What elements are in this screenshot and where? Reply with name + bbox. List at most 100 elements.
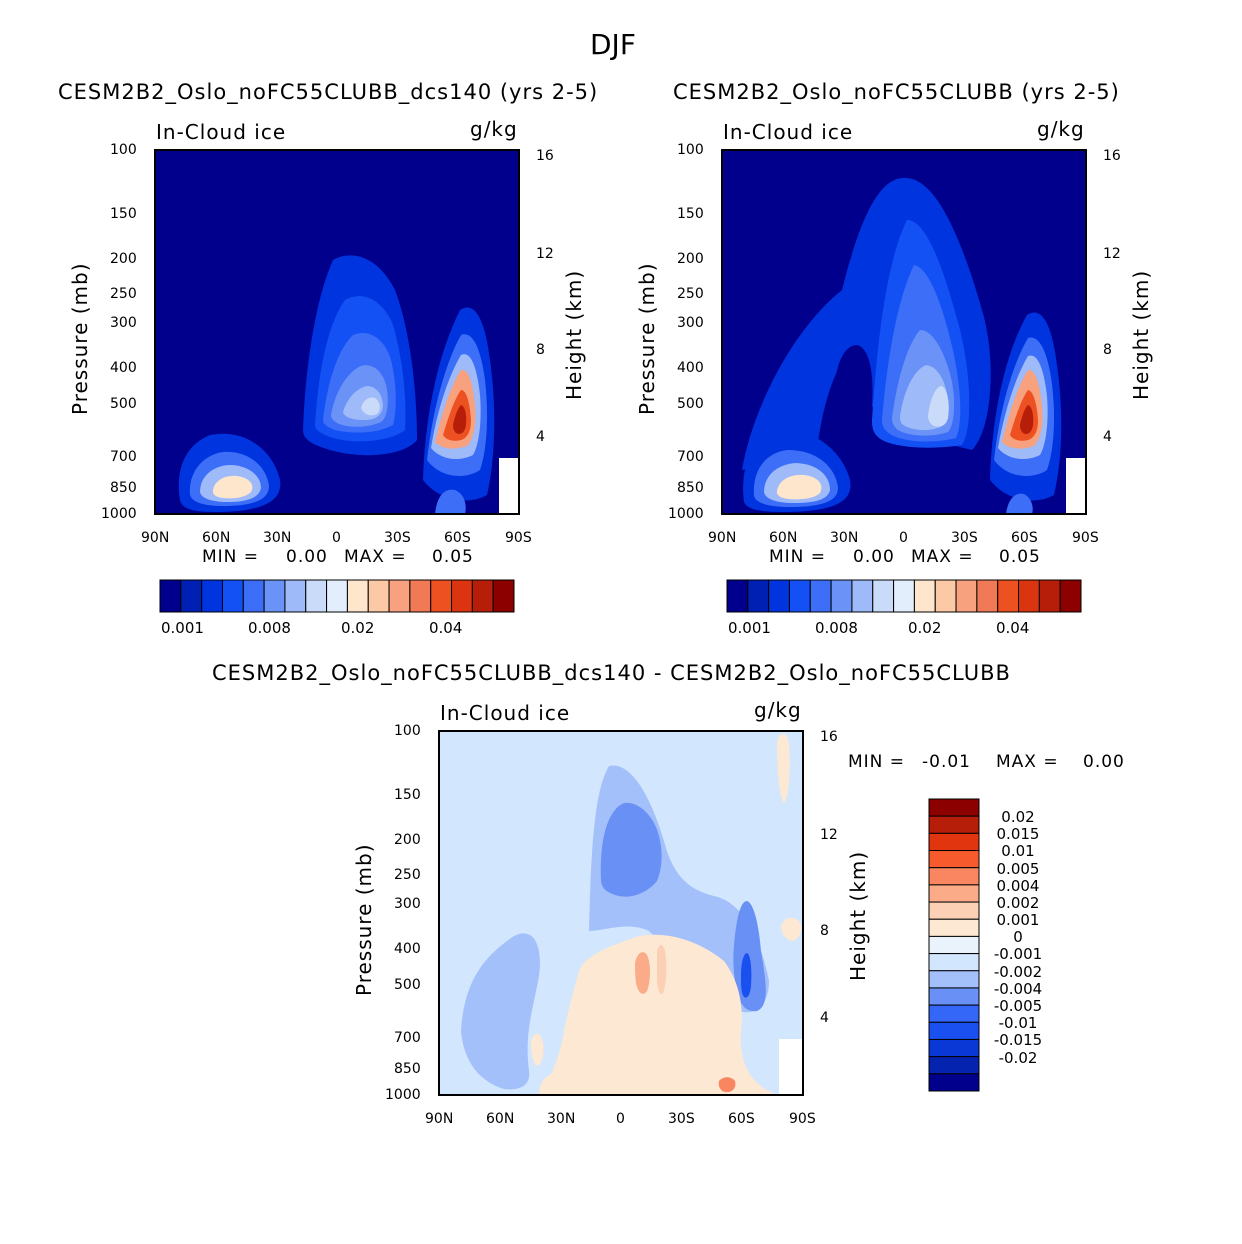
colorbar-label: 0.002 — [996, 893, 1040, 912]
y2-tick: 8 — [536, 342, 545, 358]
colorbar-swatch — [305, 579, 328, 613]
colorbar-swatch — [263, 579, 286, 613]
colorbar-swatch — [326, 579, 348, 613]
y-tick: 300 — [110, 315, 137, 331]
colorbar-swatch — [809, 579, 832, 613]
y2-tick: 16 — [1103, 148, 1121, 164]
colorbar-swatch — [928, 1021, 980, 1040]
y2-tick: 8 — [820, 923, 829, 939]
field-label-diff: In-Cloud ice — [440, 701, 571, 725]
y-tick: 150 — [110, 206, 137, 222]
contour-pos — [657, 945, 667, 995]
colorbar-swatch — [788, 579, 811, 613]
y2-tick: 4 — [536, 429, 545, 445]
x-tick: 90N — [425, 1111, 454, 1127]
colorbar-swatch — [1038, 579, 1061, 613]
colorbar-swatch — [159, 579, 182, 613]
colorbar-label: 0.02 — [341, 619, 375, 637]
min-label: MIN = — [202, 547, 260, 567]
y-tick: 500 — [677, 396, 704, 412]
y-tick: 300 — [677, 315, 704, 331]
x-tick: 60S — [1011, 530, 1038, 546]
colorbar-label: 0.02 — [908, 619, 942, 637]
max-value: 0.00 — [1083, 752, 1125, 772]
contour-neg — [461, 933, 540, 1090]
colorbar-swatch — [201, 579, 223, 613]
contour-plot-diff — [438, 730, 804, 1096]
panel-title-left: CESM2B2_Oslo_noFC55CLUBB_dcs140 (yrs 2-5… — [58, 80, 599, 104]
contour-pos — [531, 1033, 544, 1066]
y-tick: 250 — [110, 286, 137, 302]
y-tick: 100 — [394, 723, 421, 739]
colorbar-swatch — [471, 579, 494, 613]
colorbar-swatch — [284, 579, 307, 613]
y-tick: 700 — [110, 449, 137, 465]
y-tick: 850 — [677, 480, 704, 496]
colorbar-swatch — [180, 579, 203, 613]
contour-sh-surface — [1006, 493, 1033, 514]
y-tick: 700 — [677, 449, 704, 465]
y-tick: 100 — [110, 142, 137, 158]
colorbar-swatch — [492, 579, 515, 613]
contour-pos — [539, 1072, 579, 1095]
colorbar-swatch — [928, 1073, 980, 1092]
y-tick: 200 — [677, 251, 704, 267]
x-tick: 60N — [202, 530, 231, 546]
y2-axis-label: Height (km) — [562, 269, 586, 400]
contour-pos — [781, 917, 802, 941]
units-label-right: g/kg — [1037, 117, 1085, 141]
colorbar-swatch — [1018, 579, 1040, 613]
y-axis-label: Pressure (mb) — [635, 262, 659, 415]
colorbar-swatch — [928, 798, 980, 817]
y-tick: 700 — [394, 1030, 421, 1046]
x-tick: 90N — [141, 530, 170, 546]
y-axis-label: Pressure (mb) — [68, 262, 92, 415]
y-tick: 400 — [677, 360, 704, 376]
y2-tick: 8 — [1103, 342, 1112, 358]
colorbar-swatch — [928, 953, 980, 972]
max-value: 0.05 — [999, 547, 1041, 567]
y-tick: 250 — [394, 867, 421, 883]
colorbar-swatch — [768, 579, 790, 613]
panel-title-right: CESM2B2_Oslo_noFC55CLUBB (yrs 2-5) — [673, 80, 1120, 104]
colorbar-label: -0.001 — [993, 945, 1043, 964]
y-axis-label: Pressure (mb) — [352, 843, 376, 996]
x-tick: 30S — [668, 1111, 695, 1127]
terrain-mask — [499, 458, 519, 514]
y-tick: 200 — [394, 832, 421, 848]
y2-axis-label: Height (km) — [1129, 269, 1153, 400]
colorbar-swatch — [928, 901, 980, 920]
colorbar-swatch — [346, 579, 369, 613]
max-value: 0.05 — [432, 547, 474, 567]
colorbar-right — [726, 579, 1082, 613]
x-tick: 30N — [830, 530, 859, 546]
colorbar-swatch — [928, 1004, 980, 1023]
colorbar-label: -0.004 — [993, 979, 1043, 998]
colorbar-swatch — [221, 579, 244, 613]
y-tick: 200 — [110, 251, 137, 267]
y-tick: 400 — [394, 941, 421, 957]
colorbar-swatch — [928, 935, 980, 955]
x-tick: 30N — [263, 530, 292, 546]
y-tick: 850 — [110, 480, 137, 496]
contour-plot-left — [154, 149, 520, 515]
x-tick: 30S — [384, 530, 411, 546]
plot-frame — [721, 149, 1087, 515]
colorbar-swatch — [928, 970, 980, 989]
colorbar-label: 0.04 — [996, 619, 1030, 637]
colorbar-swatch — [928, 884, 980, 903]
colorbar-label: 0.008 — [248, 619, 291, 637]
y2-tick: 16 — [820, 729, 838, 745]
units-label-left: g/kg — [470, 117, 518, 141]
y2-tick: 4 — [820, 1010, 829, 1026]
terrain-mask — [779, 1039, 803, 1095]
x-tick: 30N — [547, 1111, 576, 1127]
contour-neg — [741, 953, 752, 998]
y2-axis-label: Height (km) — [846, 850, 870, 981]
x-tick: 0 — [332, 530, 341, 546]
contour-sh-surface — [435, 489, 466, 514]
plot-frame — [154, 149, 520, 515]
x-tick: 90S — [789, 1111, 816, 1127]
y-tick: 400 — [110, 360, 137, 376]
colorbar-swatch — [388, 579, 411, 613]
